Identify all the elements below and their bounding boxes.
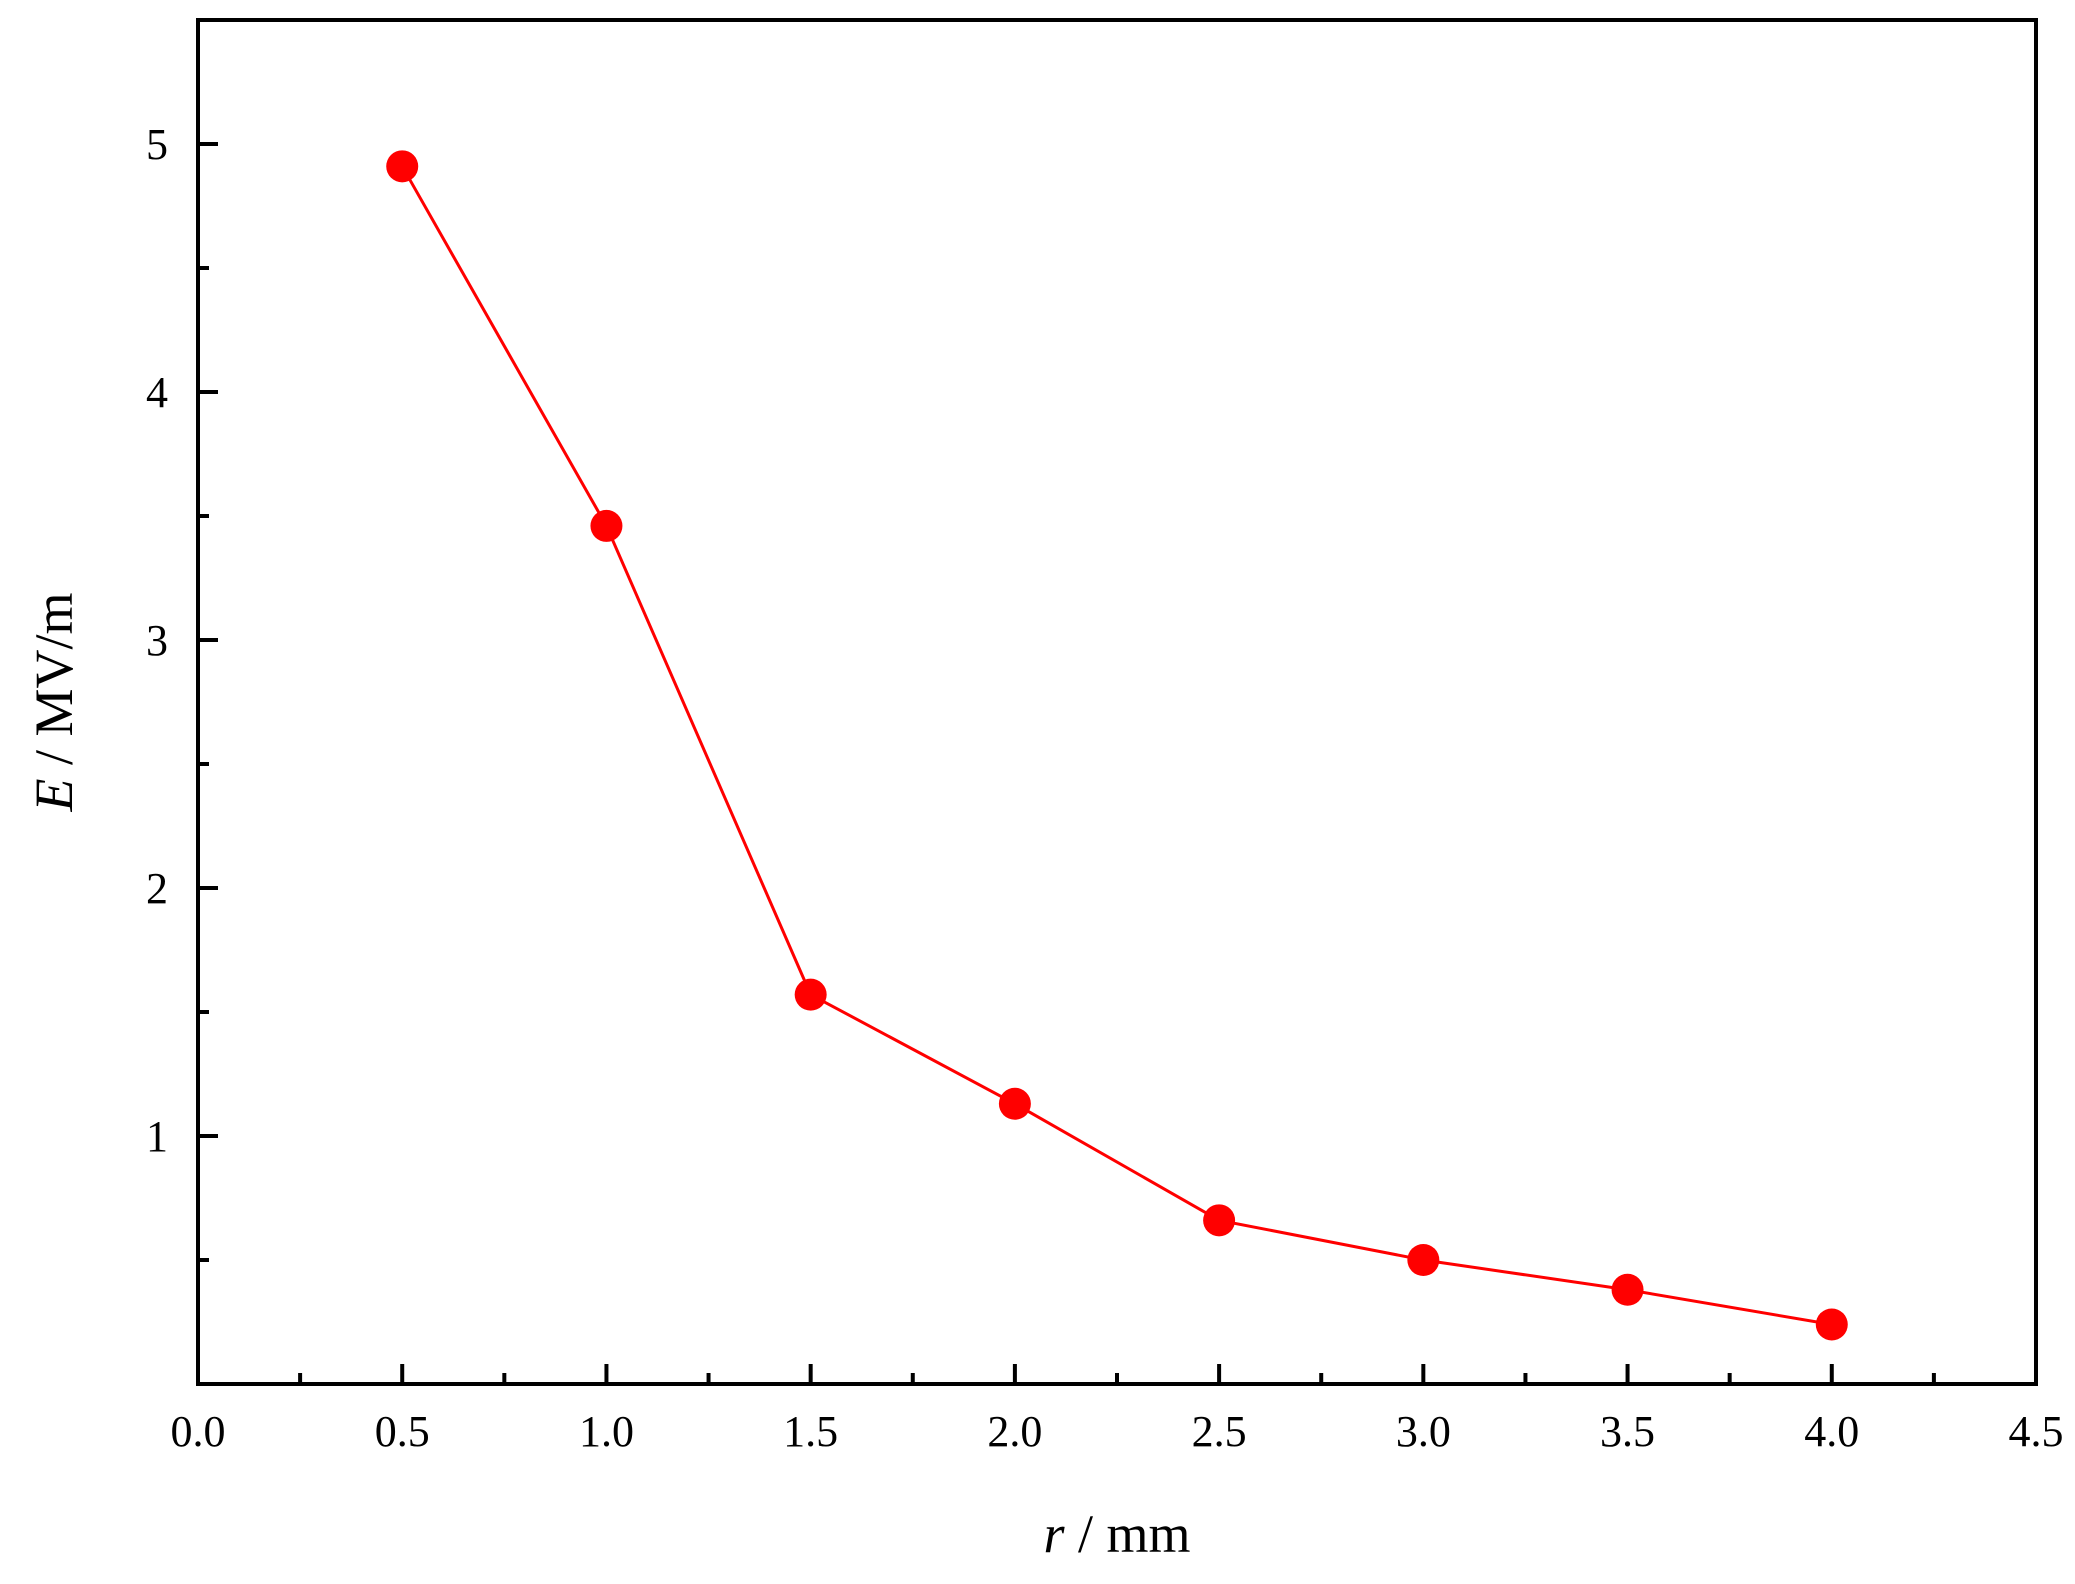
x-axis-ticks bbox=[196, 1364, 2038, 1384]
x-tick-label: 0.5 bbox=[375, 1407, 430, 1456]
data-point bbox=[998, 1087, 1031, 1120]
x-tick-label: 3.0 bbox=[1396, 1407, 1451, 1456]
y-axis-ticks bbox=[198, 142, 218, 1262]
x-axis-symbol: r bbox=[1043, 1504, 1065, 1564]
y-axis-symbol: E bbox=[24, 779, 84, 813]
data-point bbox=[1611, 1273, 1644, 1306]
y-tick-label: 1 bbox=[146, 1112, 168, 1161]
y-tick-label: 5 bbox=[146, 120, 168, 169]
series-line bbox=[400, 165, 1833, 1326]
y-axis-unit: / MV/m bbox=[24, 592, 84, 778]
data-point bbox=[386, 150, 419, 183]
data-point bbox=[590, 509, 623, 542]
y-axis-title: E / MV/m bbox=[24, 592, 84, 812]
x-axis-unit: / mm bbox=[1065, 1504, 1191, 1564]
series-group bbox=[386, 150, 1848, 1341]
x-axis-title: r / mm bbox=[1043, 1504, 1190, 1564]
x-tick-label: 1.0 bbox=[579, 1407, 634, 1456]
x-tick-label: 4.0 bbox=[1804, 1407, 1859, 1456]
y-tick-label: 4 bbox=[146, 368, 168, 417]
x-tick-label: 2.0 bbox=[987, 1407, 1042, 1456]
x-tick-label: 3.5 bbox=[1600, 1407, 1655, 1456]
y-axis-tick-labels: 1 2 3 4 5 bbox=[146, 120, 168, 1161]
data-point bbox=[1203, 1204, 1236, 1237]
x-axis-tick-labels: 0.0 0.5 1.0 1.5 2.0 2.5 3.0 3.5 4.0 4.5 bbox=[171, 1407, 2064, 1456]
data-point bbox=[1815, 1308, 1848, 1341]
y-tick-label: 3 bbox=[146, 616, 168, 665]
x-tick-label: 0.0 bbox=[171, 1407, 226, 1456]
x-tick-label: 4.5 bbox=[2009, 1407, 2064, 1456]
data-point bbox=[794, 978, 827, 1011]
x-tick-label: 1.5 bbox=[783, 1407, 838, 1456]
y-tick-label: 2 bbox=[146, 864, 168, 913]
plot-frame bbox=[196, 18, 2038, 1386]
x-tick-label: 2.5 bbox=[1192, 1407, 1247, 1456]
data-point bbox=[1407, 1244, 1440, 1276]
